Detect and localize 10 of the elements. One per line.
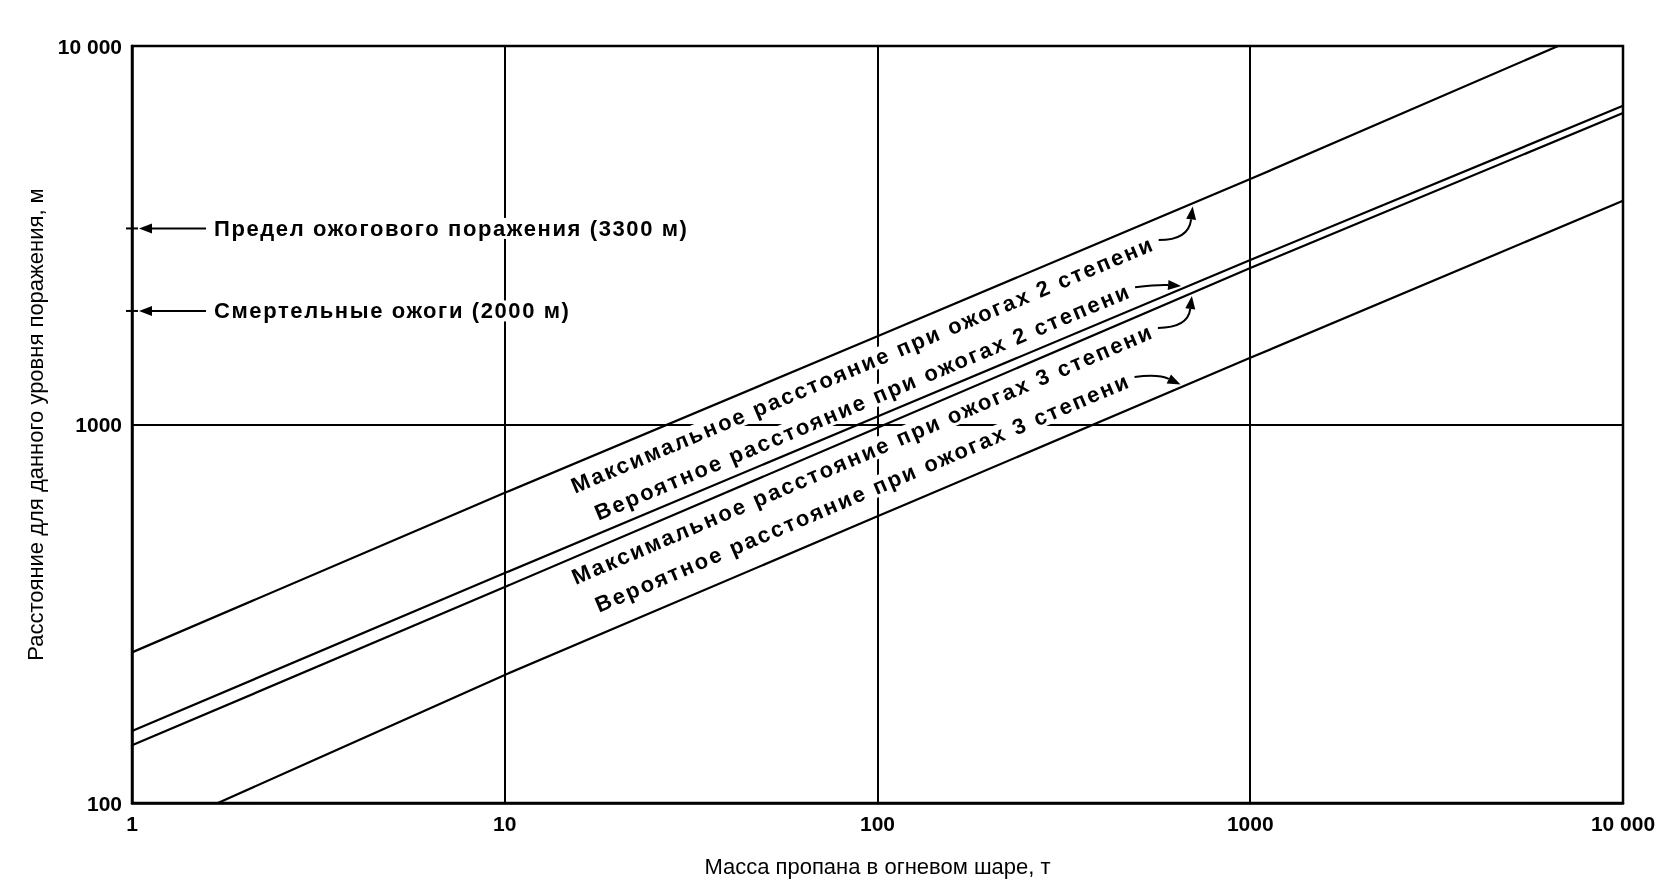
x-tick-label: 10 000: [1590, 812, 1656, 835]
y-tick-label: 10 000: [57, 34, 122, 58]
x-tick-label: 10: [493, 812, 517, 835]
x-tick-label: 100: [859, 812, 896, 835]
y-tick-label: 100: [86, 791, 122, 815]
y-axis-title: Расстояние для данного уровня поражения, м: [23, 188, 49, 661]
y-tick-label: 1000: [75, 413, 122, 436]
x-tick-label: 1: [126, 812, 139, 835]
x-axis-title: Масса пропана в огневом шаре, т: [704, 853, 1051, 879]
x-tick-label: 1000: [1226, 812, 1274, 835]
